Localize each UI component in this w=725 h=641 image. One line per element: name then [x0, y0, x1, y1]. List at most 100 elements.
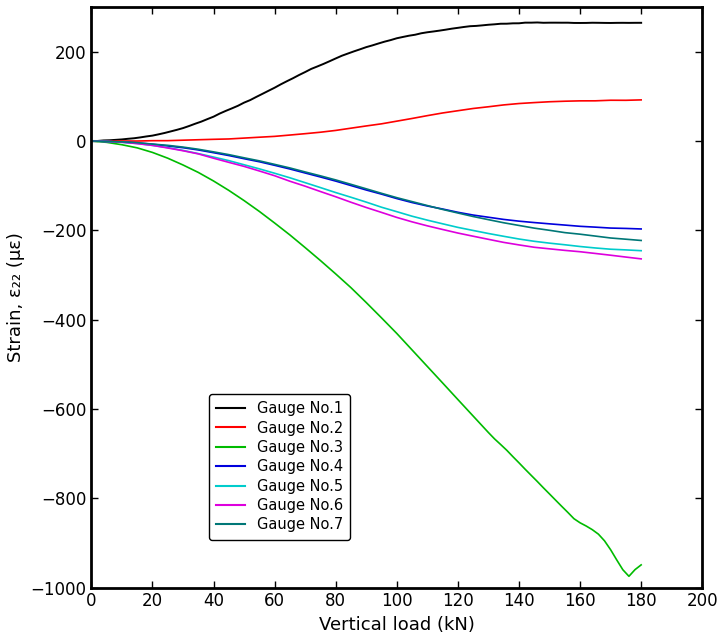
Gauge No.5	[225, 157, 233, 165]
Gauge No.4	[591, 223, 600, 231]
Gauge No.5	[316, 184, 325, 192]
Gauge No.4	[560, 221, 569, 229]
Gauge No.3	[527, 472, 536, 479]
Gauge No.7	[377, 190, 386, 197]
Gauge No.2	[301, 130, 310, 138]
Gauge No.7	[133, 139, 141, 147]
Gauge No.6	[117, 138, 126, 146]
Gauge No.7	[591, 232, 600, 240]
Gauge No.4	[439, 205, 447, 213]
Gauge No.2	[178, 137, 187, 144]
Gauge No.5	[102, 138, 111, 146]
Gauge No.6	[621, 253, 630, 261]
Gauge No.7	[102, 138, 111, 146]
Gauge No.6	[255, 167, 264, 175]
Gauge No.6	[591, 249, 600, 257]
Gauge No.2	[515, 100, 523, 108]
Gauge No.7	[407, 198, 416, 206]
Gauge No.7	[469, 213, 478, 221]
Gauge No.5	[210, 153, 218, 161]
Gauge No.4	[637, 225, 645, 233]
Gauge No.3	[87, 137, 96, 145]
Gauge No.5	[484, 229, 493, 237]
Gauge No.7	[515, 222, 523, 229]
Gauge No.7	[500, 219, 508, 227]
Gauge No.2	[316, 128, 325, 136]
Gauge No.5	[439, 220, 447, 228]
Gauge No.6	[515, 241, 523, 249]
Gauge No.2	[240, 134, 249, 142]
Gauge No.4	[148, 140, 157, 148]
Gauge No.2	[102, 137, 111, 145]
Gauge No.3	[454, 395, 463, 403]
Gauge No.3	[613, 556, 621, 563]
Gauge No.6	[286, 178, 294, 185]
Gauge No.4	[225, 152, 233, 160]
Gauge No.7	[148, 140, 157, 148]
Gauge No.7	[240, 154, 249, 162]
Legend: Gauge No.1, Gauge No.2, Gauge No.3, Gauge No.4, Gauge No.5, Gauge No.6, Gauge No: Gauge No.1, Gauge No.2, Gauge No.3, Gaug…	[209, 394, 350, 540]
Line: Gauge No.2: Gauge No.2	[91, 100, 641, 141]
Gauge No.6	[637, 255, 645, 263]
Gauge No.1	[637, 19, 645, 27]
Gauge No.6	[240, 163, 249, 171]
Gauge No.5	[377, 203, 386, 211]
Gauge No.7	[545, 226, 554, 234]
Gauge No.6	[606, 251, 615, 259]
Gauge No.6	[392, 213, 401, 221]
Gauge No.2	[117, 137, 126, 145]
Gauge No.2	[423, 112, 431, 119]
Gauge No.7	[286, 164, 294, 172]
Gauge No.5	[194, 150, 202, 158]
Gauge No.2	[286, 131, 294, 139]
Gauge No.4	[500, 215, 508, 223]
Gauge No.1	[563, 19, 572, 26]
Gauge No.4	[347, 181, 355, 189]
Gauge No.6	[377, 208, 386, 216]
Gauge No.2	[576, 97, 584, 104]
Gauge No.7	[87, 137, 96, 145]
Gauge No.5	[560, 241, 569, 249]
Gauge No.2	[331, 126, 340, 134]
Gauge No.6	[148, 142, 157, 149]
Gauge No.4	[621, 224, 630, 232]
Gauge No.3	[624, 572, 633, 580]
Gauge No.4	[163, 142, 172, 150]
Gauge No.4	[606, 224, 615, 232]
Gauge No.4	[515, 217, 523, 225]
Gauge No.4	[423, 202, 431, 210]
Gauge No.4	[240, 155, 249, 163]
Gauge No.7	[210, 148, 218, 156]
Line: Gauge No.1: Gauge No.1	[91, 22, 641, 141]
Gauge No.2	[270, 133, 279, 140]
Gauge No.5	[606, 246, 615, 253]
Gauge No.5	[500, 233, 508, 240]
Gauge No.5	[133, 140, 141, 147]
Gauge No.6	[484, 235, 493, 243]
Gauge No.6	[133, 140, 141, 147]
Gauge No.2	[530, 99, 539, 106]
Gauge No.2	[439, 109, 447, 117]
Gauge No.5	[347, 194, 355, 201]
Gauge No.7	[225, 151, 233, 158]
Gauge No.5	[576, 243, 584, 251]
Gauge No.2	[545, 98, 554, 106]
Gauge No.7	[454, 209, 463, 217]
Gauge No.6	[407, 218, 416, 226]
Gauge No.2	[87, 137, 96, 145]
Gauge No.2	[591, 97, 600, 104]
Y-axis label: Strain, ε₂₂ (με): Strain, ε₂₂ (με)	[7, 232, 25, 362]
Gauge No.7	[530, 224, 539, 232]
Gauge No.5	[286, 174, 294, 181]
Gauge No.2	[163, 137, 172, 144]
Gauge No.1	[87, 137, 96, 145]
Gauge No.6	[316, 188, 325, 196]
Gauge No.2	[392, 117, 401, 125]
Gauge No.5	[331, 188, 340, 196]
Gauge No.7	[301, 168, 310, 176]
Gauge No.2	[560, 97, 569, 105]
Gauge No.3	[637, 561, 645, 569]
Gauge No.5	[591, 244, 600, 252]
Gauge No.5	[469, 227, 478, 235]
Gauge No.6	[439, 226, 447, 233]
